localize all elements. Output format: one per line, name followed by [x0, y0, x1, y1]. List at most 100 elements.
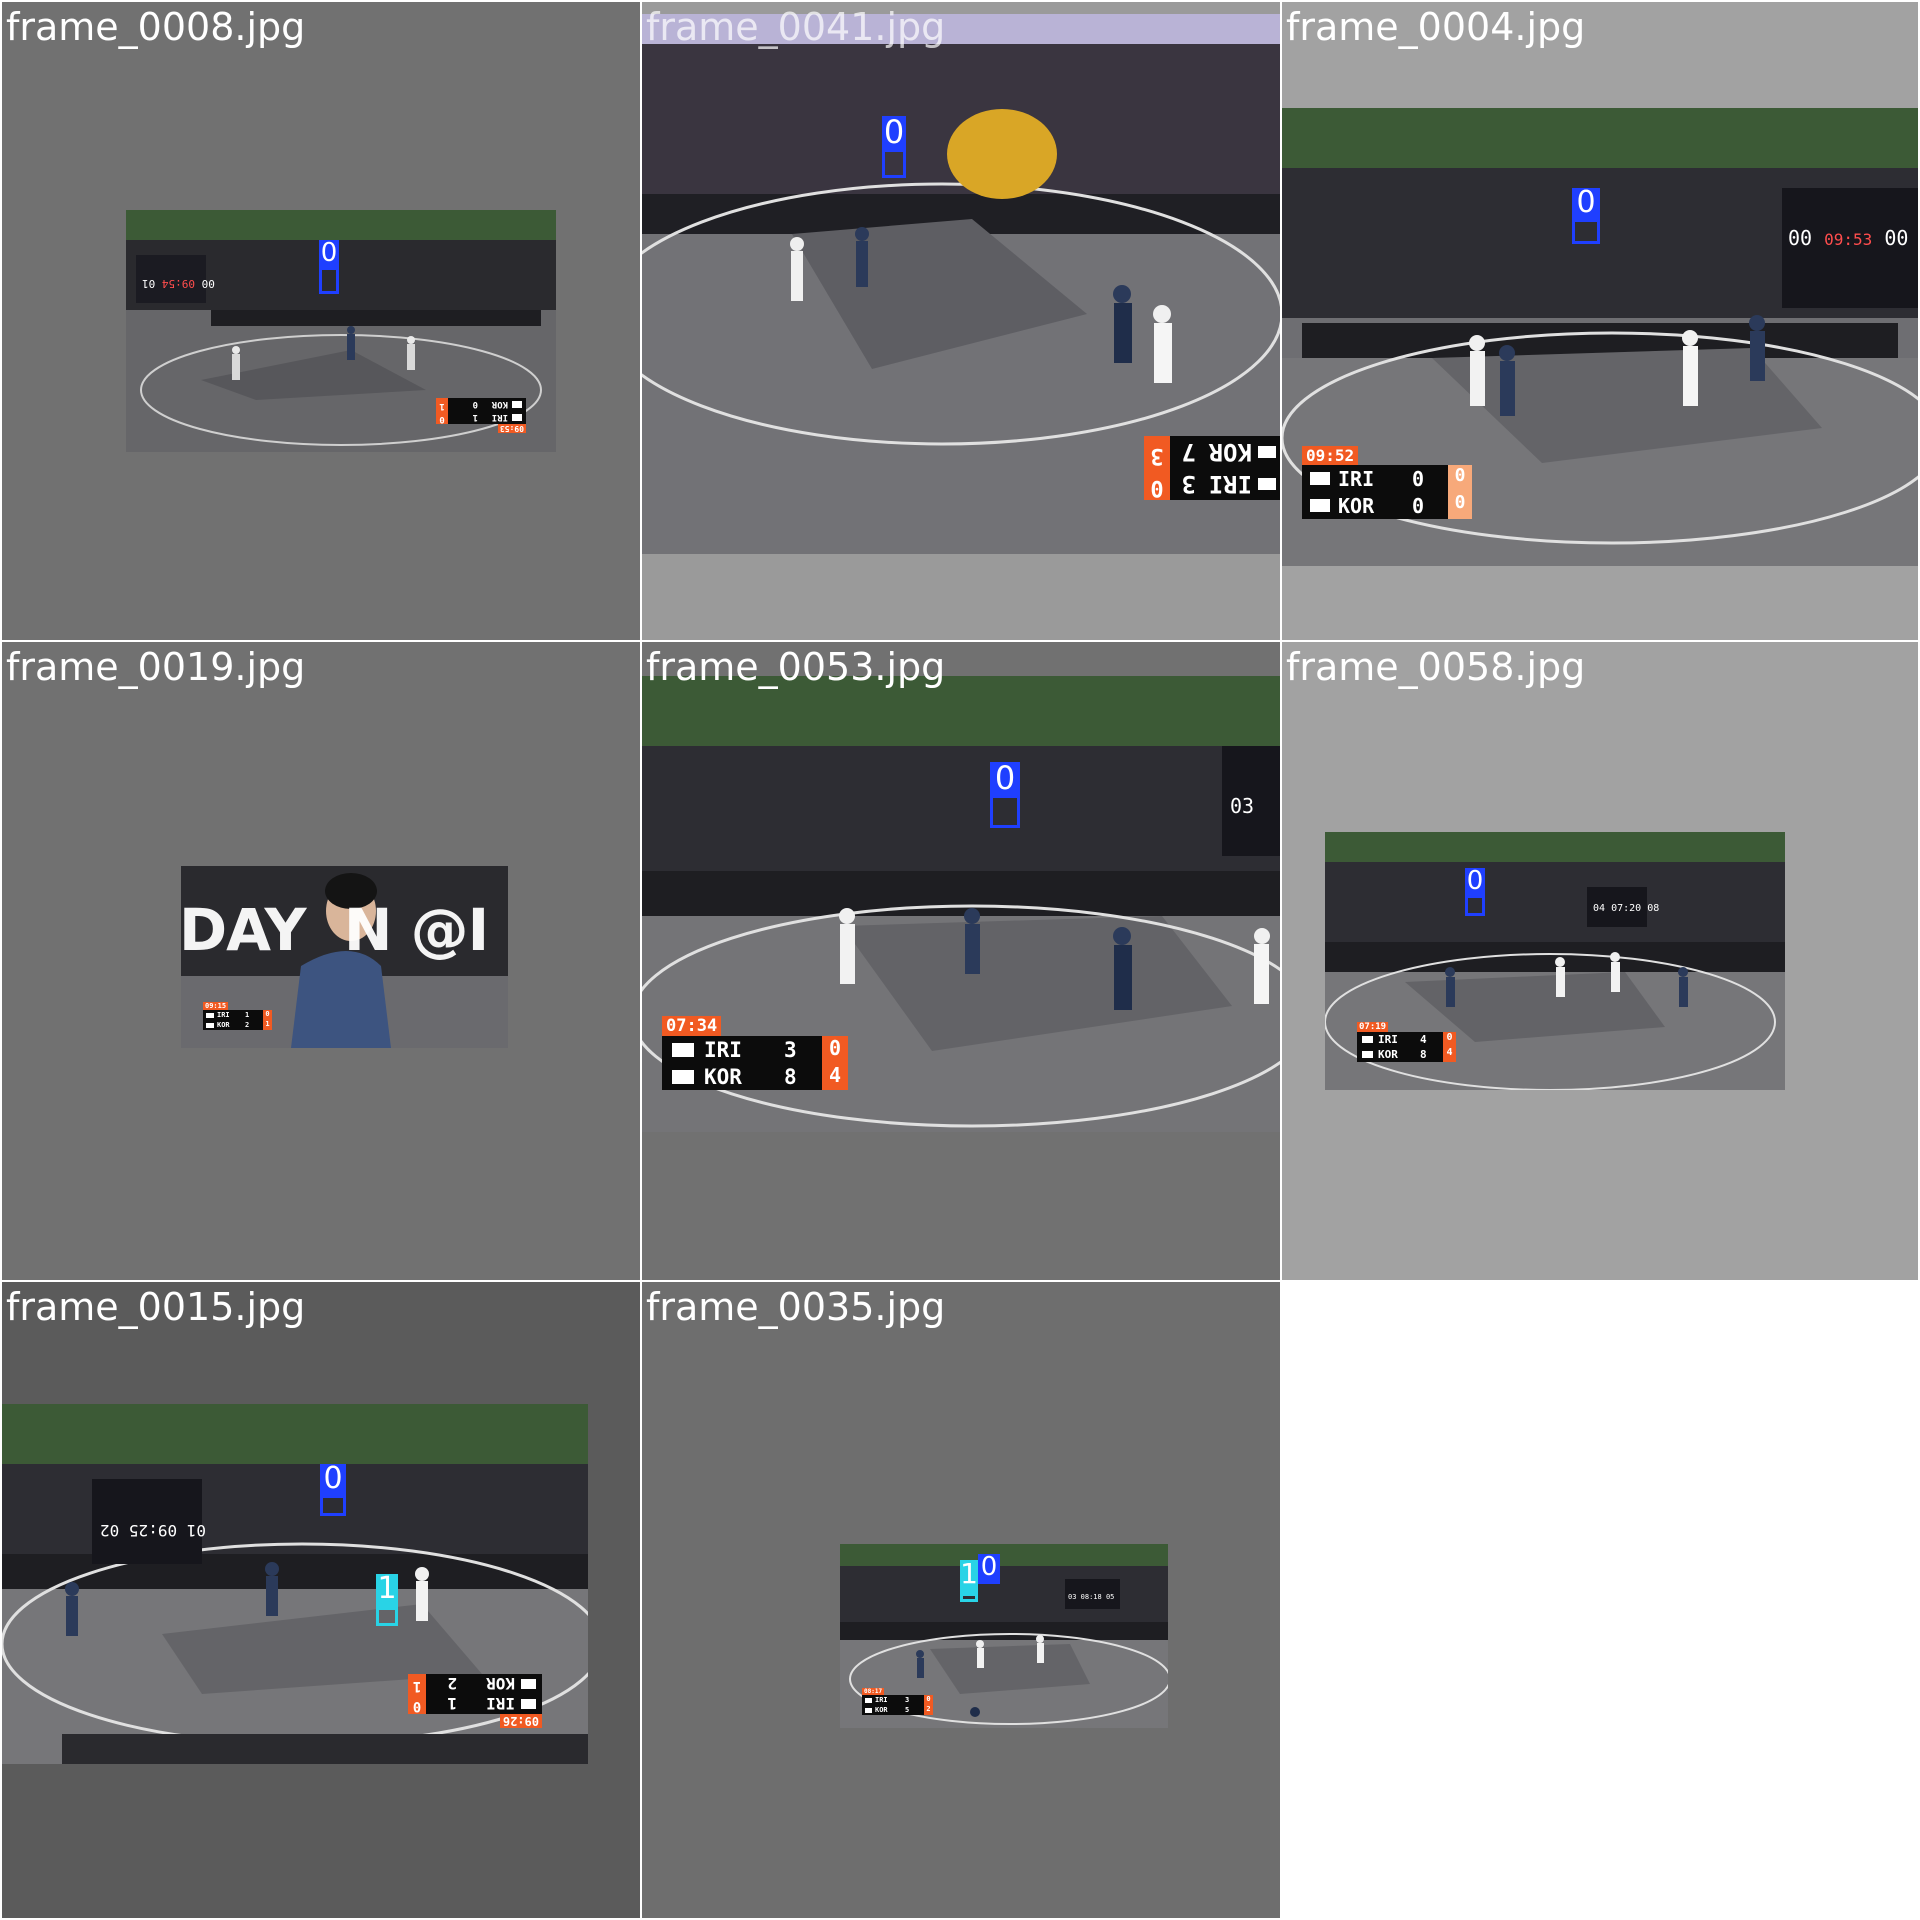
mosaic-tile-frame-0058[interactable]: frame_0058.jpg 04 07:20 08 0 [1282, 642, 1918, 1280]
flag-icon [1310, 499, 1330, 512]
mosaic-empty-slot [1282, 1282, 1918, 1918]
team-score: 5 [905, 1706, 910, 1714]
team-code: IRI [491, 412, 508, 423]
scorebug: 07:34 IRI 3 0 KOR 8 4 [662, 1016, 852, 1090]
court-scene [2, 1404, 588, 1764]
scoreboard-readout: 00 09:54 01 [142, 277, 215, 290]
tile-filename: frame_0035.jpg [646, 1285, 946, 1329]
team-score: 0 [1412, 466, 1425, 491]
mosaic-tile-frame-0053[interactable]: 03 0 07:34 IRI 3 0 KOR [642, 642, 1280, 1280]
team-code: KOR [1208, 438, 1252, 466]
team-score: 2 [245, 1021, 250, 1029]
detection-label-1: 1 [376, 1574, 398, 1610]
mosaic-tile-frame-0019[interactable]: frame_0019.jpg DAY N @I 09:15 IRI 1 [2, 642, 640, 1280]
flag-icon [1258, 478, 1276, 490]
flag-icon [1310, 472, 1330, 485]
team-code: KOR [486, 1674, 515, 1694]
team-score: 1 [472, 412, 478, 423]
team-fouls: 0 [1448, 465, 1472, 492]
detection-label-0: 0 [319, 238, 339, 270]
team-fouls: 4 [1443, 1047, 1456, 1062]
detection-box-class-0[interactable]: 0 [978, 1554, 1000, 1584]
detection-label-1: 1 [960, 1560, 978, 1596]
flag-icon [672, 1042, 694, 1057]
flag-icon [512, 414, 522, 421]
team-fouls: 1 [408, 1674, 426, 1694]
tile-filename: frame_0019.jpg [6, 645, 306, 689]
mosaic-tile-frame-0035[interactable]: frame_0035.jpg 03 08:18 05 1 [642, 1282, 1280, 1918]
team-code: IRI [1208, 470, 1252, 498]
scoreboard-readout: 04 07:20 08 [1593, 903, 1660, 914]
detection-label-0: 0 [1572, 188, 1600, 222]
scorebug-clock: 09:15 [203, 1002, 229, 1010]
team-fouls: 0 [822, 1036, 848, 1063]
team-code: KOR [1338, 493, 1375, 518]
tile-filename: frame_0058.jpg [1286, 645, 1586, 689]
team-score: 3 [784, 1037, 797, 1062]
team-fouls: 0 [1144, 468, 1170, 500]
scorebug: 07:19 IRI 4 0 KOR 8 4 [1357, 1022, 1457, 1062]
detection-label-0: 0 [320, 1464, 346, 1498]
team-code: KOR [875, 1706, 888, 1714]
team-fouls: 0 [924, 1695, 933, 1705]
detection-box-class-1[interactable]: 1 [960, 1560, 978, 1602]
mosaic-tile-frame-0015[interactable]: frame_0015.jpg 01 09:25 02 0 [2, 1282, 640, 1918]
frame-thumbnail: DAY N @I 09:15 IRI 1 0 KOR 2 [181, 866, 508, 1048]
tile-filename: frame_0041.jpg [646, 5, 946, 49]
frame-thumbnail: 04 07:20 08 0 07:19 IRI 4 0 [1325, 832, 1785, 1090]
team-fouls: 0 [1448, 492, 1472, 519]
team-code: IRI [1338, 466, 1375, 491]
flag-icon [521, 1679, 536, 1689]
scorebug: IRI 3 0 KOR 7 3 [1142, 436, 1280, 500]
team-code: IRI [486, 1694, 515, 1714]
flag-icon [1258, 446, 1276, 458]
frame-thumbnail: 00 09:54 01 0 09:53 IRI 1 0 [126, 210, 556, 452]
court-scene [126, 210, 556, 452]
detection-box-class-0[interactable]: 0 [319, 240, 339, 294]
scoreboard-readout: 03 [1230, 794, 1255, 818]
team-fouls: 1 [436, 398, 448, 411]
team-code: KOR [1378, 1048, 1398, 1061]
detection-label-0: 0 [978, 1554, 1000, 1584]
detection-box-class-0[interactable]: 0 [882, 116, 906, 178]
frame-thumbnail: 01 09:25 02 0 1 09:26 IRI 1 0 [2, 1404, 588, 1764]
team-score: 1 [447, 1694, 457, 1714]
scoreboard-readout: 01 09:25 02 [100, 1521, 206, 1540]
flag-icon [521, 1699, 536, 1709]
detection-box-class-1[interactable]: 1 [376, 1574, 398, 1626]
flag-icon [206, 1012, 214, 1018]
scorebug-clock: 07:19 [1357, 1022, 1389, 1032]
team-score: 3 [905, 1696, 910, 1704]
flag-icon [1362, 1051, 1373, 1058]
team-score: 0 [1412, 493, 1425, 518]
team-fouls: 1 [263, 1020, 272, 1030]
court-scene [642, 14, 1280, 554]
mosaic-tile-frame-0041[interactable]: 0 IRI 3 0 KOR 7 3 [642, 2, 1280, 640]
team-fouls: 0 [1443, 1032, 1456, 1047]
team-fouls: 3 [1144, 436, 1170, 468]
team-fouls: 4 [822, 1063, 848, 1090]
mosaic-tile-frame-0004[interactable]: frame_0004.jpg 00 09:53 00 0 [1282, 2, 1918, 640]
flag-icon [865, 1697, 872, 1703]
tile-filename: frame_0004.jpg [1286, 5, 1586, 49]
detection-box-class-0[interactable]: 0 [990, 762, 1020, 828]
tile-filename: frame_0053.jpg [646, 645, 946, 689]
team-fouls: 0 [263, 1010, 272, 1020]
tile-filename: frame_0008.jpg [6, 5, 306, 49]
team-code: IRI [1378, 1033, 1398, 1046]
flag-icon [865, 1707, 872, 1713]
court-scene [1325, 832, 1785, 1090]
team-score: 7 [1181, 438, 1196, 466]
scorebug-clock: 09:26 [499, 1714, 542, 1728]
detection-box-class-0[interactable]: 0 [320, 1464, 346, 1516]
detection-box-class-0[interactable]: 0 [1572, 188, 1600, 244]
detection-box-class-0[interactable]: 0 [1465, 868, 1485, 916]
detection-label-0: 0 [882, 113, 906, 152]
mosaic-tile-frame-0008[interactable]: frame_0008.jpg 00 09:54 01 0 [2, 2, 640, 640]
team-score: 8 [1420, 1048, 1427, 1061]
flag-icon [206, 1022, 214, 1028]
team-code: IRI [704, 1037, 742, 1062]
team-fouls: 0 [436, 411, 448, 424]
scorebug-clock: 09:53 [497, 424, 526, 433]
team-code: KOR [217, 1021, 230, 1029]
